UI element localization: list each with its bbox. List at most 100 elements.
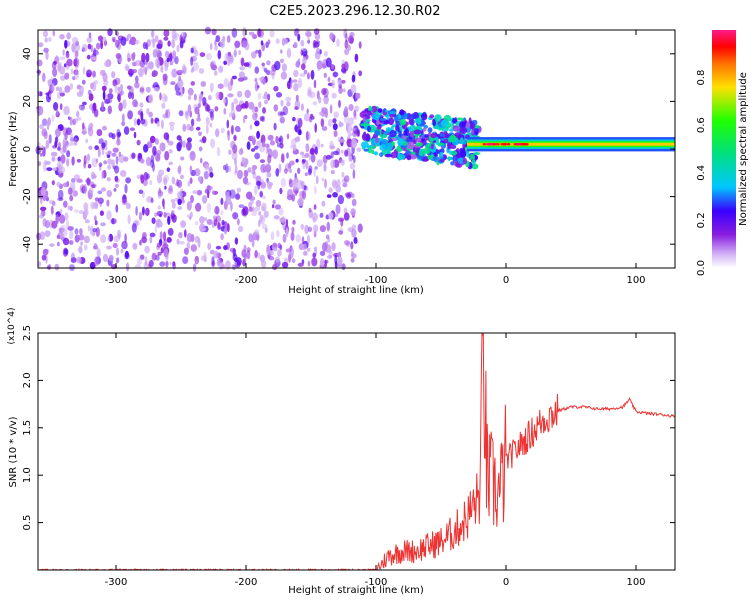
heatmap-cell: [158, 221, 163, 228]
heatmap-cell: [68, 187, 73, 196]
heatmap-cell: [209, 172, 214, 178]
snr-y-tick-label: 2.5: [22, 325, 33, 341]
heatmap-cell: [286, 152, 289, 159]
heatmap-cell: [94, 256, 100, 267]
heatmap-cell: [220, 233, 224, 241]
heatmap-cell: [267, 93, 271, 101]
heatmap-cell: [123, 156, 129, 162]
heatmap-cell: [269, 250, 275, 255]
heatmap-cell: [321, 88, 327, 95]
heatmap-cell: [265, 69, 271, 76]
heatmap-cell: [251, 164, 258, 171]
heatmap-cell: [234, 157, 237, 166]
heatmap-cell: [277, 242, 282, 249]
heatmap-cell: [326, 194, 332, 199]
heatmap-cell: [347, 132, 353, 137]
heatmap-cell: [246, 141, 251, 150]
heatmap-cell: [250, 199, 254, 205]
heatmap-cell: [146, 39, 152, 47]
heatmap-cell: [205, 124, 209, 135]
heatmap-cell: [347, 227, 354, 233]
heatmap-cell: [56, 109, 59, 117]
heatmap-cell: [302, 243, 307, 251]
heatmap-cell: [201, 195, 208, 204]
heatmap-cell: [38, 42, 44, 48]
heatmap-cell: [255, 49, 260, 54]
heatmap-cell: [194, 168, 201, 177]
heatmap-cell: [148, 61, 154, 70]
heatmap-cell: [257, 28, 262, 38]
heatmap-cell: [107, 150, 112, 155]
heatmap-cell: [139, 239, 142, 246]
heatmap-cell: [139, 87, 145, 93]
heatmap-cell: [59, 103, 63, 111]
heatmap-cell: [365, 134, 371, 141]
heatmap-cell: [45, 51, 49, 60]
heatmap-cell: [85, 138, 88, 144]
heatmap-cell: [129, 127, 135, 131]
heatmap-cell: [182, 123, 187, 132]
heatmap-cell: [330, 170, 335, 175]
heatmap-cell: [76, 158, 81, 163]
heatmap-cell: [230, 107, 236, 117]
heatmap-cell: [415, 142, 423, 147]
heatmap-cell: [71, 156, 75, 166]
heatmap-cell: [61, 228, 68, 237]
heatmap-cell: [108, 233, 114, 242]
heatmap-cell: [242, 258, 246, 267]
heatmap-cell: [251, 238, 255, 248]
heatmap-cell: [97, 148, 101, 158]
heatmap-cell: [232, 144, 238, 154]
heatmap-cell: [264, 163, 270, 172]
heatmap-cell: [88, 93, 94, 101]
heatmap-cell: [273, 122, 277, 131]
heatmap-cell: [59, 214, 66, 224]
heatmap-cell: [273, 104, 279, 112]
heatmap-cell: [316, 159, 323, 167]
heatmap-cell: [474, 155, 479, 161]
heatmap-cell: [205, 52, 212, 61]
heatmap-cell: [79, 184, 86, 194]
heatmap-cell: [92, 70, 96, 78]
heatmap-cell: [236, 187, 242, 193]
heatmap-cell: [132, 99, 138, 108]
heatmap-cell: [278, 207, 284, 216]
heatmap-cell: [254, 206, 261, 212]
heatmap-cell: [74, 228, 79, 235]
heatmap-cell: [295, 158, 299, 163]
heatmap-cell: [102, 90, 106, 101]
heatmap-cell: [259, 116, 264, 122]
snr-series-line: [38, 332, 676, 571]
heatmap-cell: [74, 70, 79, 80]
heatmap-cell: [241, 208, 246, 217]
heatmap-cell: [471, 159, 476, 166]
heatmap-cell: [306, 131, 309, 141]
heatmap-cell: [161, 93, 167, 103]
heatmap-cell: [136, 258, 142, 265]
heatmap-cell: [390, 151, 395, 159]
heatmap-cell: [350, 84, 357, 94]
heatmap-cell: [40, 211, 43, 217]
heatmap-cell: [338, 99, 341, 108]
heatmap-cell: [272, 246, 278, 252]
heatmap-cell: [308, 207, 312, 213]
heatmap-cell: [117, 86, 121, 92]
heatmap-cell: [506, 143, 511, 146]
heatmap-cell: [49, 243, 55, 247]
heatmap-cell: [169, 124, 175, 132]
heatmap-cell: [187, 180, 191, 187]
heatmap-cell: [305, 144, 309, 152]
heatmap-cell: [285, 96, 292, 102]
heatmap-cell: [226, 35, 231, 43]
heatmap-cell: [312, 252, 317, 258]
heatmap-cell: [176, 238, 180, 245]
heatmap-cell: [287, 188, 293, 198]
heatmap-cell: [282, 233, 287, 243]
heatmap-cell: [356, 147, 362, 152]
heatmap-cell: [279, 142, 284, 149]
heatmap-cell: [444, 132, 450, 139]
heatmap-cell: [179, 138, 183, 148]
heatmap-cell: [86, 73, 91, 78]
heatmap-cell: [410, 113, 417, 120]
heatmap-cell: [120, 248, 124, 254]
